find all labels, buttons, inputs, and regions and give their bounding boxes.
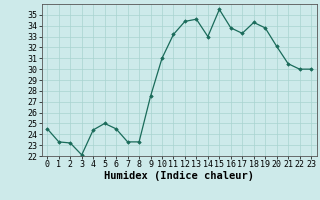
X-axis label: Humidex (Indice chaleur): Humidex (Indice chaleur) xyxy=(104,171,254,181)
